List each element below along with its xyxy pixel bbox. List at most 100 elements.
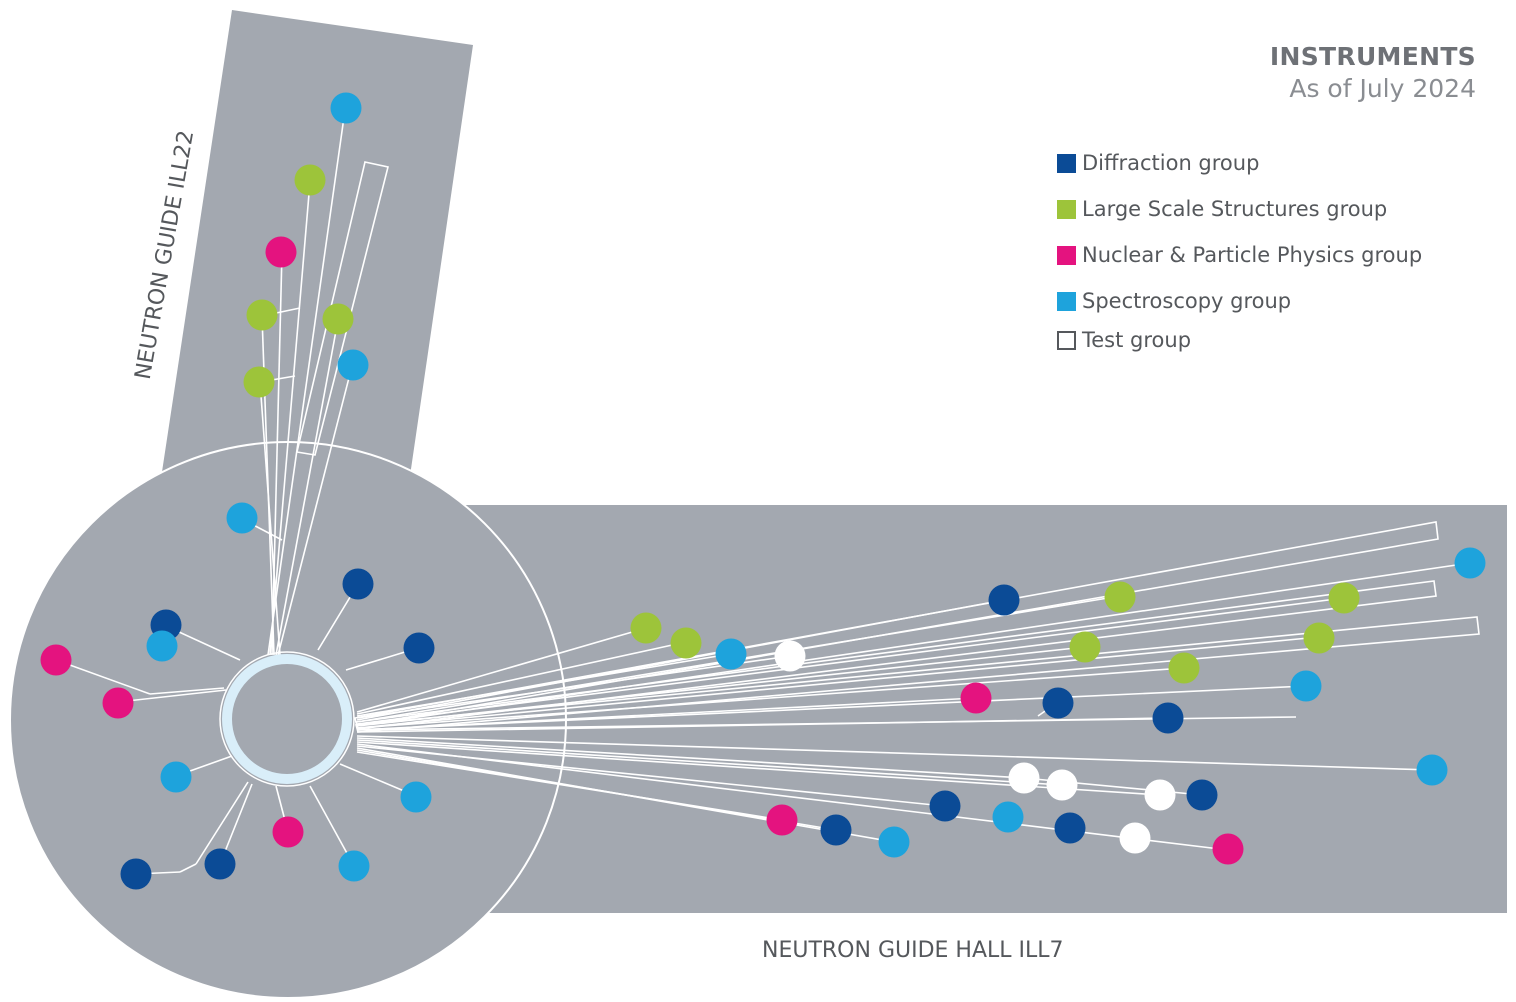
beamline [356, 636, 1320, 729]
beamline [356, 751, 783, 821]
legend-item-spectroscopy: Spectroscopy group [1057, 289, 1422, 313]
title-date: As of July 2024 [1289, 74, 1476, 103]
instrument-diffraction [342, 568, 374, 600]
beamline [356, 562, 1471, 727]
instrument-test [774, 640, 806, 672]
beamline [356, 641, 687, 715]
beamline [275, 319, 339, 656]
instrument-diffraction [204, 848, 236, 880]
beamline [55, 659, 151, 695]
beamline [356, 599, 1005, 721]
beamline [271, 251, 283, 656]
instrument-nuclear-particle-physics [766, 804, 798, 836]
instrument-diffraction [929, 790, 961, 822]
beamline [356, 646, 1086, 727]
beamline [356, 735, 1433, 771]
legend-item-large-scale-structures: Large Scale Structures group [1057, 197, 1422, 221]
instrument-spectroscopy [1454, 547, 1486, 579]
neutron-guide-ill22-area [160, 10, 473, 510]
title-main: INSTRUMENTS [1269, 42, 1476, 71]
beamline [149, 687, 225, 695]
map-title: INSTRUMENTS As of July 2024 [1270, 42, 1476, 106]
instrument-large-scale-structures [243, 366, 275, 398]
instrument-test [1008, 762, 1040, 794]
instrument-large-scale-structures [670, 627, 702, 659]
instrument-diffraction [1054, 812, 1086, 844]
beamline [356, 737, 1025, 779]
instrument-spectroscopy [226, 502, 258, 534]
instrument-large-scale-structures [294, 164, 326, 196]
instrument-diffraction [1152, 702, 1184, 734]
instrument-spectroscopy [160, 761, 192, 793]
legend-label-spectroscopy: Spectroscopy group [1082, 289, 1292, 313]
legend-swatch-nuclear-particle-physics [1057, 245, 1076, 265]
legend: Diffraction group Large Scale Structures… [1057, 151, 1423, 352]
legend-swatch-spectroscopy [1057, 291, 1076, 311]
instrument-nuclear-particle-physics [102, 687, 134, 719]
instrument-spectroscopy [338, 850, 370, 882]
legend-label-large-scale-structures: Large Scale Structures group [1082, 197, 1388, 221]
instrument-large-scale-structures [322, 303, 354, 335]
instrument-test [1144, 779, 1176, 811]
instrument-nuclear-particle-physics [960, 682, 992, 714]
beamline [356, 739, 1063, 786]
beamline [259, 381, 281, 656]
instrument-test [1119, 822, 1151, 854]
legend-label-nuclear-particle-physics: Nuclear & Particle Physics group [1082, 243, 1423, 267]
instrument-large-scale-structures [1328, 582, 1360, 614]
guide-outline [296, 161, 389, 456]
legend-item-test: Test group [1057, 328, 1422, 352]
instrument-spectroscopy [1416, 754, 1448, 786]
legend-label-test: Test group [1082, 328, 1192, 352]
beamline [356, 627, 647, 713]
instrument-nuclear-particle-physics [1212, 833, 1244, 865]
instrument-test [1046, 769, 1078, 801]
instrument-diffraction [988, 584, 1020, 616]
legend-item-diffraction: Diffraction group [1057, 151, 1422, 175]
instrument-large-scale-structures [1104, 581, 1136, 613]
instrument-large-scale-structures [1069, 631, 1101, 663]
beamline [356, 697, 977, 731]
instrument-spectroscopy [878, 826, 910, 858]
reactor-core-ring-outline [219, 651, 355, 787]
beamline [356, 667, 1185, 729]
beamline [356, 597, 1345, 725]
instrument-spectroscopy [146, 630, 178, 662]
instrument-spectroscopy [330, 92, 362, 124]
legend-item-nuclear-particle-physics: Nuclear & Particle Physics group [1057, 243, 1423, 267]
instrument-diffraction [1186, 779, 1218, 811]
instrument-diffraction [120, 858, 152, 890]
legend-swatch-large-scale-structures [1057, 199, 1076, 219]
instrument-spectroscopy [337, 349, 369, 381]
label-neutron-guide-hall-ill7: NEUTRON GUIDE HALL ILL7 [762, 938, 1064, 963]
beamline [179, 863, 197, 873]
legend-label-diffraction: Diffraction group [1082, 151, 1260, 175]
instrument-spectroscopy [1290, 670, 1322, 702]
instrument-large-scale-structures [246, 299, 278, 331]
beamline [117, 689, 227, 703]
beamline [356, 717, 1169, 733]
instrument-large-scale-structures [1168, 652, 1200, 684]
beamline [277, 365, 353, 656]
beamline [195, 781, 249, 865]
beamline [267, 109, 346, 656]
instrument-nuclear-particle-physics [265, 236, 297, 268]
instrument-diffraction [820, 814, 852, 846]
instrument-spectroscopy [400, 781, 432, 813]
instrument-large-scale-structures [630, 612, 662, 644]
instrument-markers [40, 92, 1486, 890]
beamline [356, 685, 1307, 731]
legend-swatch-diffraction [1057, 153, 1076, 173]
instrument-diffraction [403, 632, 435, 664]
beamline [356, 745, 945, 807]
instrument-large-scale-structures [1303, 622, 1335, 654]
legend-swatch-test [1057, 330, 1076, 350]
beamline [269, 181, 311, 656]
instrument-spectroscopy [992, 801, 1024, 833]
instrument-diffraction [1042, 687, 1074, 719]
instrument-nuclear-particle-physics [272, 816, 304, 848]
instrument-spectroscopy [715, 638, 747, 670]
instrument-nuclear-particle-physics [40, 644, 72, 676]
